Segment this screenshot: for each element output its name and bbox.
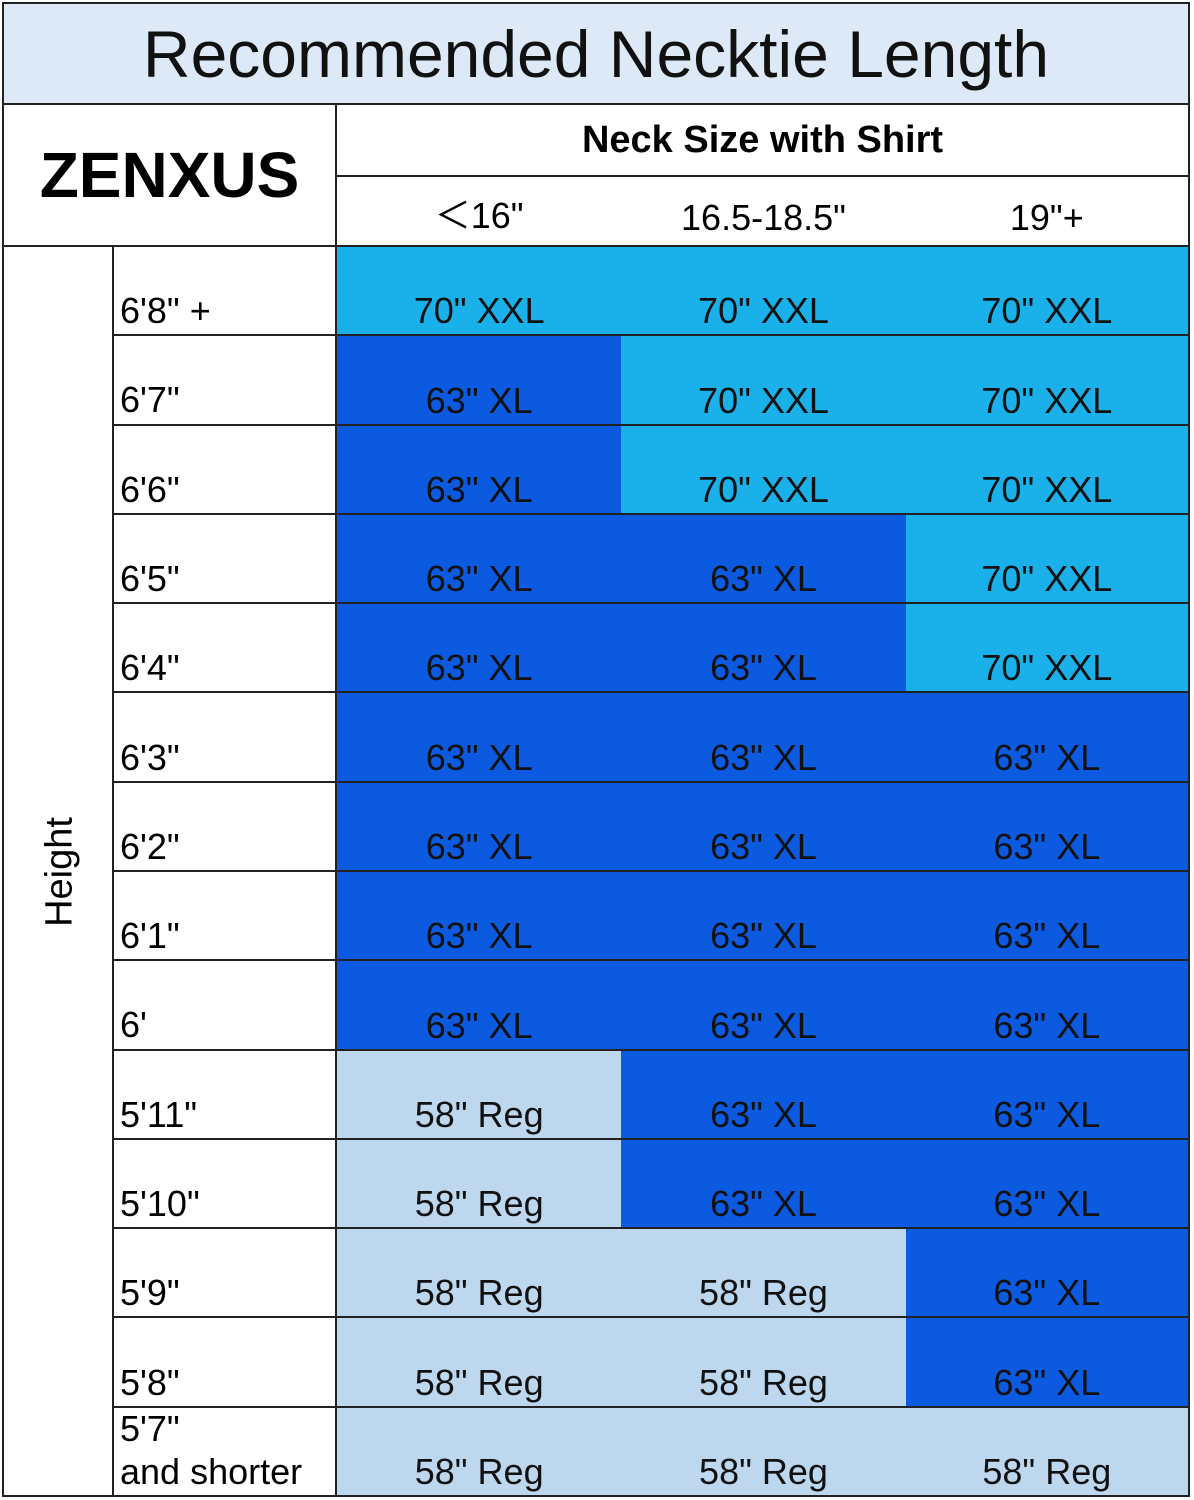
size-cell: 58" Reg — [337, 1050, 622, 1140]
size-cell: 70" XXL — [621, 336, 906, 426]
size-cell: 58" Reg — [337, 1139, 622, 1230]
column-header: ＜16" — [337, 177, 622, 247]
row-label: 6'3" — [112, 693, 337, 783]
size-cell: 63" XL — [905, 693, 1190, 783]
size-cell: 63" XL — [621, 604, 906, 694]
size-cell: 63" XL — [337, 782, 622, 872]
size-cell: 70" XXL — [621, 425, 906, 515]
size-cell: 63" XL — [337, 425, 622, 515]
size-cell: 58" Reg — [337, 1318, 622, 1408]
size-cell: 63" XL — [337, 604, 622, 694]
row-label: 6'5" — [112, 514, 337, 605]
row-label: 5'11" — [112, 1050, 337, 1140]
size-cell: 58" Reg — [337, 1407, 622, 1497]
row-label: 6'7" — [112, 336, 337, 426]
size-cell: 58" Reg — [621, 1318, 906, 1408]
size-cell: 63" XL — [337, 336, 622, 426]
size-cell: 58" Reg — [621, 1229, 906, 1319]
group-label: Neck Size with Shirt — [337, 105, 1190, 177]
size-cell: 70" XXL — [905, 514, 1190, 605]
size-cell: 63" XL — [905, 782, 1190, 872]
size-cell: 70" XXL — [621, 247, 906, 337]
size-cell: 63" XL — [621, 693, 906, 783]
size-cell: 63" XL — [905, 1318, 1190, 1408]
size-cell: 63" XL — [621, 782, 906, 872]
size-cell: 58" Reg — [337, 1229, 622, 1319]
size-cell: 63" XL — [337, 514, 622, 605]
size-cell: 63" XL — [337, 961, 622, 1051]
row-label: 6'1" — [112, 872, 337, 962]
row-label: 6' — [112, 961, 337, 1051]
size-cell: 63" XL — [621, 1050, 906, 1140]
size-cell: 63" XL — [337, 872, 622, 962]
size-cell: 63" XL — [621, 872, 906, 962]
row-group-label: Height — [38, 817, 81, 927]
size-cell: 63" XL — [621, 1139, 906, 1230]
row-label: 5'9" — [112, 1229, 337, 1319]
row-label: 5'7" and shorter — [112, 1408, 337, 1497]
size-cell: 70" XXL — [905, 604, 1190, 694]
size-cell: 58" Reg — [905, 1407, 1190, 1497]
height-column: Height — [2, 247, 114, 1497]
brand: ZENXUS — [2, 105, 337, 247]
size-cell: 70" XXL — [905, 336, 1190, 426]
row-label: 6'4" — [112, 604, 337, 694]
size-cell: 70" XXL — [905, 247, 1190, 337]
size-cell: 63" XL — [905, 872, 1190, 962]
size-cell: 63" XL — [905, 1139, 1190, 1230]
size-cell: 63" XL — [905, 961, 1190, 1051]
row-label: 5'8" — [112, 1318, 337, 1408]
row-label: 6'8" + — [112, 247, 337, 337]
size-cell: 63" XL — [621, 961, 906, 1051]
size-cell: 58" Reg — [621, 1407, 906, 1497]
row-label: 6'6" — [112, 425, 337, 515]
size-cell: 70" XXL — [337, 247, 622, 337]
title: Recommended Necktie Length — [2, 2, 1190, 105]
row-label: 6'2" — [112, 782, 337, 872]
size-cell: 63" XL — [337, 693, 622, 783]
size-cell: 63" XL — [621, 514, 906, 605]
size-cell: 63" XL — [905, 1229, 1190, 1319]
row-label: 5'10" — [112, 1139, 337, 1230]
column-header: 16.5-18.5" — [621, 177, 906, 247]
column-header: 19"+ — [905, 177, 1190, 247]
size-cell: 70" XXL — [905, 425, 1190, 515]
size-cell: 63" XL — [905, 1050, 1190, 1140]
